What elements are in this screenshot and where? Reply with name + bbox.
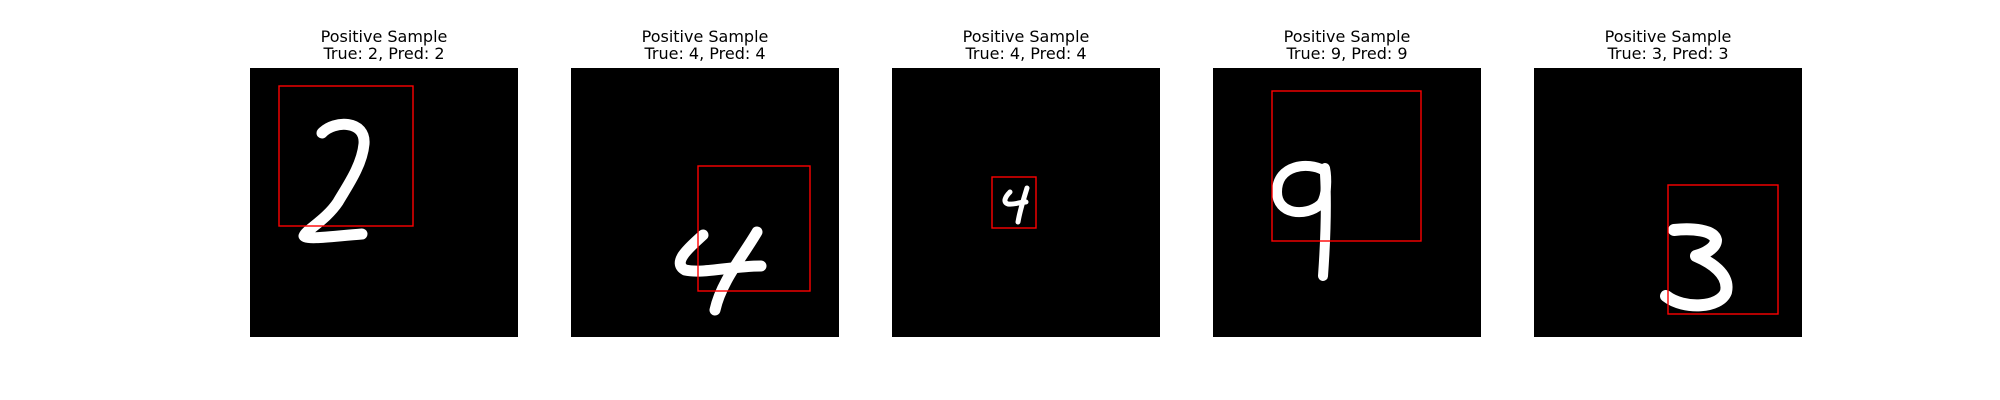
digit-image-4 xyxy=(892,68,1160,337)
digit-image-2 xyxy=(250,68,518,337)
panel-title: Positive Sample xyxy=(1283,27,1411,46)
digit-4-strokes xyxy=(674,226,767,316)
digit-image-4 xyxy=(571,68,839,337)
panel-title: Positive Sample xyxy=(1604,27,1732,46)
digit-image-3 xyxy=(1534,68,1802,337)
sample-panel-5: Positive Sample True: 3, Pred: 3 xyxy=(1534,0,1802,400)
digit-2-strokes xyxy=(298,118,370,244)
detection-box xyxy=(1271,90,1422,242)
detection-box xyxy=(697,165,811,292)
sample-panel-3: Positive Sample True: 4, Pred: 4 xyxy=(892,0,1160,400)
panel-subtitle: True: 3, Pred: 3 xyxy=(1607,44,1729,63)
digit-4-strokes xyxy=(1002,185,1030,225)
panel-subtitle: True: 9, Pred: 9 xyxy=(1286,44,1408,63)
detection-box xyxy=(278,85,414,227)
detection-box xyxy=(991,176,1037,229)
sample-panel-2: Positive Sample True: 4, Pred: 4 xyxy=(571,0,839,400)
panel-subtitle: True: 2, Pred: 2 xyxy=(323,44,445,63)
sample-panel-1: Positive Sample True: 2, Pred: 2 xyxy=(250,0,518,400)
digit-9-strokes xyxy=(1272,160,1332,281)
panel-title: Positive Sample xyxy=(962,27,1090,46)
digit-image-9 xyxy=(1213,68,1481,337)
sample-panel-4: Positive Sample True: 9, Pred: 9 xyxy=(1213,0,1481,400)
panel-subtitle: True: 4, Pred: 4 xyxy=(644,44,766,63)
panel-title: Positive Sample xyxy=(641,27,769,46)
digit-3-strokes xyxy=(1660,223,1733,312)
detection-box xyxy=(1667,184,1779,315)
panel-subtitle: True: 4, Pred: 4 xyxy=(965,44,1087,63)
panel-title: Positive Sample xyxy=(320,27,448,46)
